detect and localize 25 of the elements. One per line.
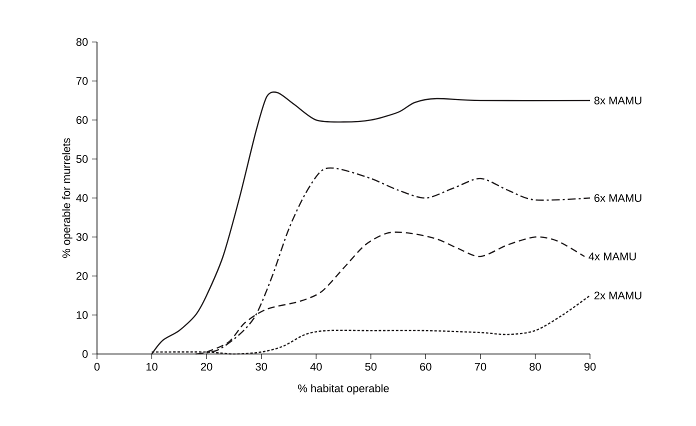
x-tick-label: 60 [420,362,432,371]
series-label: 2x MAMU [594,292,642,300]
y-tick-label: 40 [76,194,88,202]
y-tick-label: 70 [76,77,88,85]
x-tick-label: 40 [310,362,322,371]
y-tick-label: 50 [76,155,88,163]
x-tick-label: 20 [200,362,212,371]
x-tick-label: 0 [94,362,100,371]
y-tick-label: 0 [82,350,88,358]
y-tick-label: 80 [76,38,88,46]
x-tick-label: 80 [530,362,541,371]
y-tick-label: 20 [76,272,88,280]
series-label: 4x MAMU [588,252,636,260]
x-tick-label: 30 [256,362,268,371]
x-axis-title: % habitat operable [298,384,389,394]
y-tick-label: 10 [76,311,88,319]
y-axis-title: % operable for murrelets [62,138,72,258]
series-label: 6x MAMU [594,194,642,202]
x-tick-label: 50 [365,362,377,371]
y-tick-label: 60 [76,116,88,124]
y-tick-label: 30 [76,233,88,241]
x-tick-label: 70 [474,362,486,371]
x-tick-label: 10 [146,362,158,371]
series-label: 8x MAMU [594,96,642,104]
x-tick-label: 90 [584,362,596,371]
